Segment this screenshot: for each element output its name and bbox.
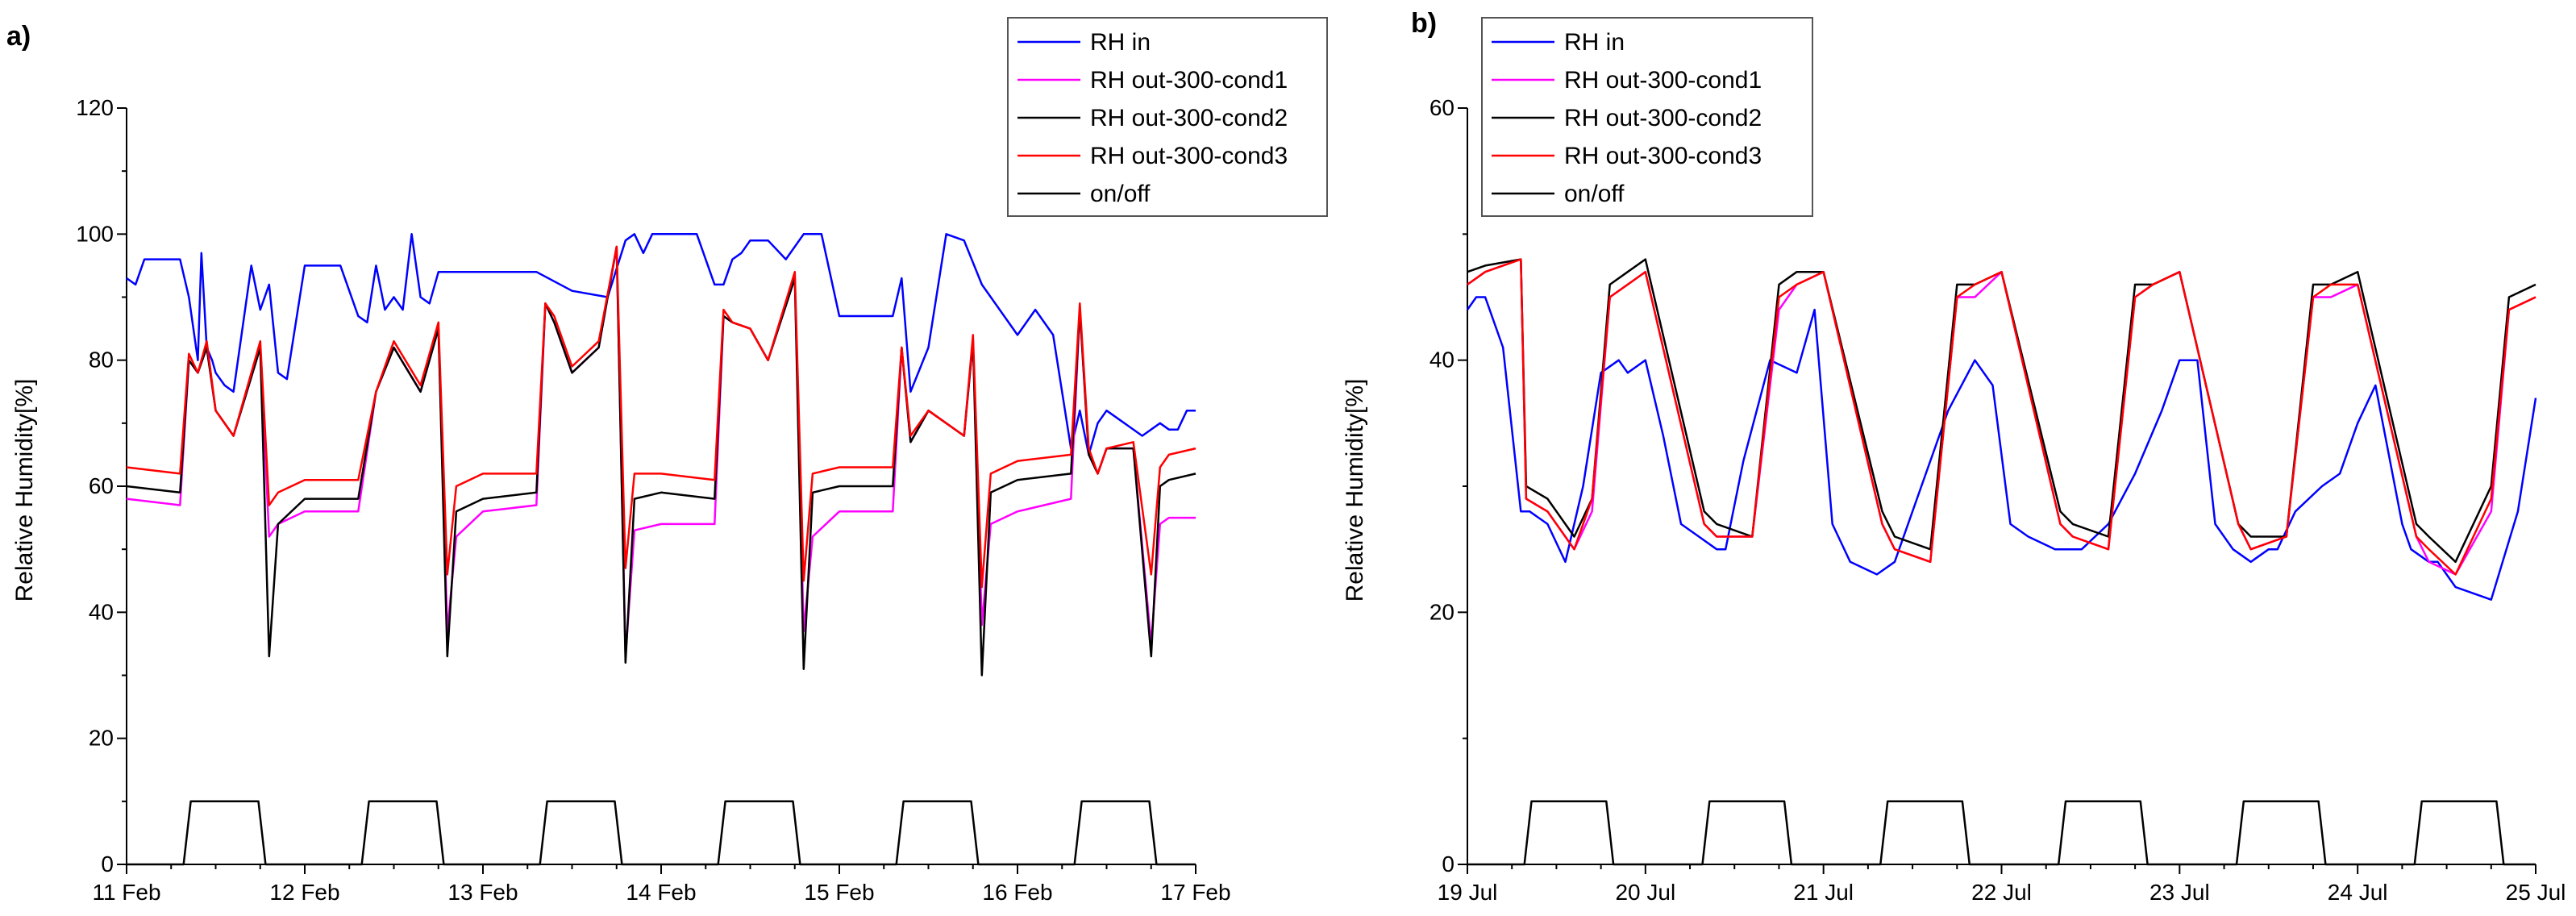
x-tick-label: 13 Feb [447, 880, 518, 905]
y-tick-label: 40 [89, 599, 114, 624]
x-tick-label: 12 Feb [269, 880, 339, 905]
x-tick-label: 15 Feb [804, 880, 874, 905]
legend-label: on/off [1564, 181, 1625, 207]
series-line [1466, 296, 2537, 601]
series-line [1467, 800, 2536, 866]
x-tick-label: 22 Jul [1971, 880, 2032, 905]
x-tick-label: 20 Jul [1615, 880, 1675, 905]
y-tick-label: 40 [1429, 348, 1454, 373]
legend-label: RH in [1564, 29, 1625, 56]
legend-label: RH out-300-cond3 [1564, 143, 1762, 169]
panel-label: a) [6, 21, 31, 52]
x-tick-label: 24 Jul [2328, 880, 2388, 905]
legend-box [1007, 17, 1328, 217]
legend-label: RH out-300-cond2 [1564, 105, 1762, 131]
series-line [1467, 258, 2536, 576]
panel-label: b) [1411, 8, 1437, 39]
x-tick-label: 19 Jul [1438, 880, 1498, 905]
series-line [1467, 258, 2536, 564]
legend-label: RH out-300-cond1 [1090, 67, 1288, 94]
y-tick-label: 60 [89, 473, 114, 498]
chart-panel-b: b) Relative Humidity[%] 0 20 40 60 19 Jul 20 … [1342, 8, 2566, 905]
x-tick-label: 17 Feb [1160, 880, 1230, 905]
y-axis-label: Relative Humidity[%] [1342, 379, 1368, 602]
series-line [126, 245, 1196, 677]
legend-label: RH out-300-cond2 [1090, 105, 1288, 131]
legend-label: on/off [1090, 181, 1151, 207]
y-tick-label: 20 [89, 726, 114, 751]
x-tick-label: 21 Jul [1793, 880, 1854, 905]
series-line [1467, 258, 2536, 576]
x-tick-label: 23 Jul [2149, 880, 2210, 905]
y-axis-label: Relative Humidity[%] [11, 379, 38, 602]
legend-label: RH in [1090, 29, 1151, 56]
series-line [126, 233, 1196, 456]
series-line [127, 800, 1196, 866]
chart-panel-a: a) Relative Humidity[%] 0 20 40 60 80 100 120 1… [6, 17, 1328, 905]
y-tick-label: 100 [76, 221, 114, 246]
y-tick-label: 0 [101, 851, 114, 876]
x-tick-label: 25 Jul [2506, 880, 2566, 905]
x-tick-label: 11 Feb [92, 880, 160, 905]
y-tick-label: 60 [1429, 95, 1454, 120]
series-line [126, 245, 1196, 658]
series-line [126, 245, 1196, 589]
legend-label: RH out-300-cond3 [1090, 143, 1288, 169]
y-tick-label: 20 [1429, 599, 1454, 624]
x-tick-label: 14 Feb [626, 880, 696, 905]
x-tick-label: 16 Feb [982, 880, 1052, 905]
legend-label: RH out-300-cond1 [1564, 67, 1762, 94]
y-tick-label: 120 [76, 95, 114, 120]
y-tick-label: 0 [1442, 851, 1454, 876]
y-tick-label: 80 [89, 348, 114, 373]
